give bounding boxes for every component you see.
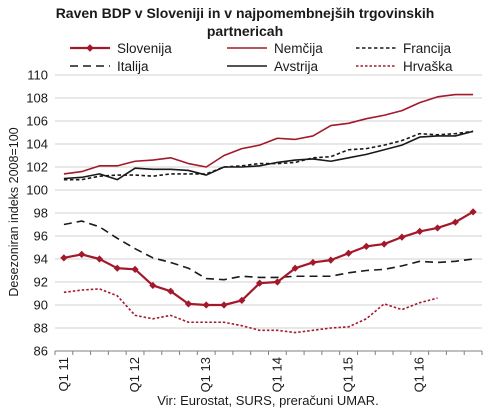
- x-tick-label: Q1 16: [412, 357, 427, 392]
- x-tick-label: Q1 13: [198, 357, 213, 392]
- legend-label-avstrija: Avstrija: [274, 59, 319, 74]
- data-point-slovenija: [309, 258, 317, 267]
- gridlines: [55, 74, 482, 329]
- data-point-slovenija: [416, 227, 424, 235]
- data-point-slovenija: [398, 233, 406, 241]
- chart-title-line2: partnericah: [207, 23, 283, 39]
- data-point-slovenija: [344, 249, 353, 257]
- data-point-slovenija: [362, 242, 370, 250]
- legend-label-francija: Francija: [403, 41, 452, 56]
- x-tick-label: Q1 11: [56, 357, 71, 391]
- data-point-slovenija: [469, 208, 477, 216]
- data-point-slovenija: [256, 279, 264, 287]
- legend-label-hrvaska: Hrvaška: [403, 59, 453, 74]
- legend: Slovenija Nemčija Francija Italija Avstrija H…: [70, 41, 453, 74]
- y-tick-label: 104: [26, 137, 48, 152]
- x-axis: Q1 11 Q1 12 Q1 13 Q1 14 Q1 15 Q1 16: [54, 350, 483, 392]
- data-point-slovenija: [202, 301, 210, 309]
- y-tick-label: 110: [27, 68, 48, 83]
- data-point-slovenija: [113, 264, 121, 272]
- series-line-italija: [63, 220, 474, 281]
- data-point-slovenija: [433, 224, 442, 232]
- series-line-francija: [63, 130, 474, 181]
- y-axis-ticks: 86 88 90 92 94 96 98 100 102 104 106 108 110: [26, 68, 48, 359]
- y-tick-label: 102: [26, 160, 48, 175]
- series-line-nemcija: [63, 93, 474, 175]
- y-tick-label: 98: [34, 206, 48, 221]
- y-tick-label: 90: [34, 298, 48, 313]
- data-point-slovenija: [60, 254, 68, 262]
- data-point-slovenija: [451, 218, 459, 226]
- chart-title-line1: Raven BDP v Sloveniji in v najpomembnejš…: [56, 5, 435, 21]
- source-note: Vir: Eurostat, SURS, preračuni UMAR.: [157, 393, 379, 408]
- y-tick-label: 96: [34, 229, 48, 244]
- series-line-hrvaska: [63, 288, 438, 334]
- data-point-slovenija: [238, 296, 246, 304]
- series-line-avstrija: [63, 130, 474, 181]
- series-line-slovenija: [63, 210, 474, 307]
- data-point-slovenija: [273, 278, 281, 286]
- data-point-slovenija: [131, 265, 139, 273]
- legend-label-nemcija: Nemčija: [274, 41, 323, 56]
- data-point-slovenija: [327, 256, 335, 264]
- data-point-slovenija: [95, 255, 104, 263]
- y-tick-label: 108: [26, 91, 48, 106]
- data-point-slovenija: [184, 300, 193, 308]
- y-tick-label: 94: [34, 252, 48, 267]
- y-tick-label: 100: [26, 183, 48, 198]
- y-tick-label: 86: [34, 344, 48, 359]
- y-tick-label: 106: [26, 114, 48, 129]
- legend-label-slovenija: Slovenija: [117, 41, 172, 56]
- data-point-slovenija: [291, 264, 299, 272]
- legend-label-italija: Italija: [117, 59, 149, 74]
- x-tick-label: Q1 15: [341, 357, 356, 392]
- data-point-slovenija: [220, 301, 228, 309]
- x-tick-label: Q1 14: [269, 357, 284, 392]
- data-point-slovenija: [149, 281, 157, 290]
- y-tick-label: 88: [34, 321, 48, 336]
- y-tick-label: 92: [34, 275, 48, 290]
- series-lines: [60, 93, 477, 334]
- legend-marker-slovenija: [86, 44, 94, 52]
- data-point-slovenija: [380, 240, 388, 248]
- y-axis-title: Desezoniran indeks 2008=100: [7, 127, 21, 296]
- data-point-slovenija: [78, 250, 86, 258]
- data-point-slovenija: [167, 287, 175, 295]
- x-tick-label: Q1 12: [127, 357, 142, 392]
